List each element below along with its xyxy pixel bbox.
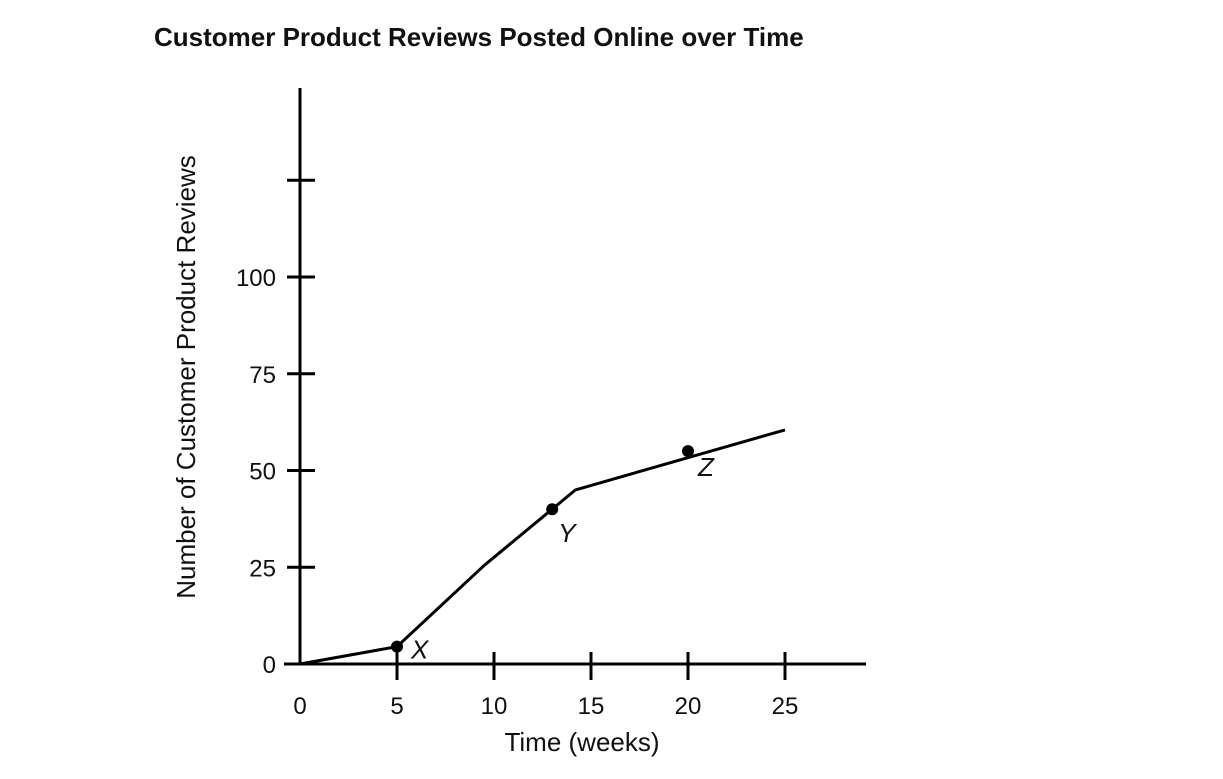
x-axis-title: Time (weeks): [504, 727, 659, 757]
data-point-z: [682, 445, 694, 458]
chart-title: Customer Product Reviews Posted Online o…: [154, 22, 804, 52]
x-tick-label: 10: [481, 693, 508, 720]
y-tick-label: 100: [236, 265, 276, 292]
x-tick-label: 5: [390, 693, 403, 720]
x-tick-label: 15: [578, 693, 605, 720]
point-label-z: Z: [697, 452, 715, 482]
x-tick-label: 20: [675, 693, 702, 720]
y-tick-label: 0: [263, 652, 276, 679]
data-point-y: [546, 503, 559, 516]
data-point-x: [391, 640, 403, 653]
y-axis-title: Number of Customer Product Reviews: [171, 155, 201, 599]
y-tick-label: 25: [249, 555, 276, 582]
y-tick-label: 50: [249, 459, 276, 486]
y-tick-label: 75: [249, 362, 276, 389]
point-label-x: X: [410, 635, 430, 665]
x-tick-label: 0: [293, 693, 306, 720]
data-points: X Y Z: [391, 445, 715, 665]
x-ticks: 0 5 10 15 20 25: [293, 652, 798, 720]
point-label-y: Y: [558, 518, 577, 548]
x-tick-label: 25: [772, 693, 799, 720]
series-line: [299, 428, 786, 666]
y-ticks: 0 25 50 75 100: [236, 178, 315, 679]
